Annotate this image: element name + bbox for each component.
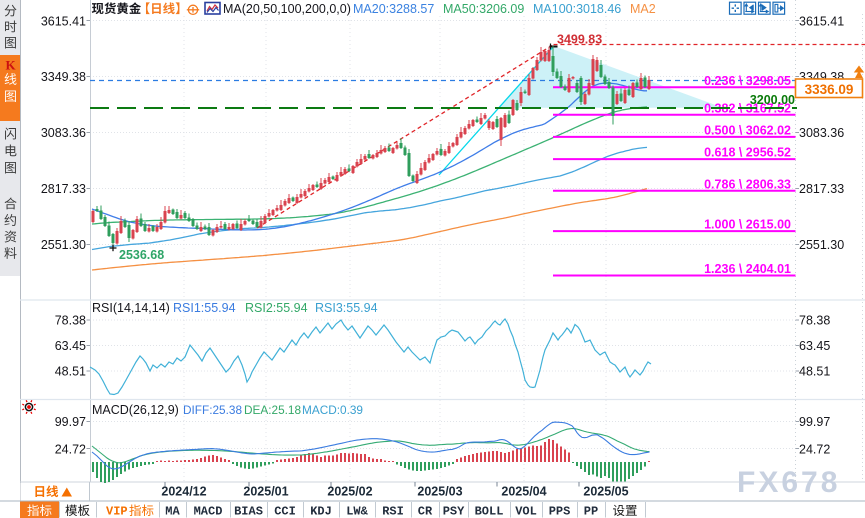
svg-text:LW&: LW& bbox=[346, 505, 368, 518]
svg-text:MA(20,50,100,200,0,0): MA(20,50,100,200,0,0) bbox=[223, 2, 351, 16]
svg-text:CR: CR bbox=[418, 505, 433, 518]
svg-text:RSI2:55.94: RSI2:55.94 bbox=[245, 301, 308, 315]
svg-text:3615.41: 3615.41 bbox=[799, 14, 844, 28]
svg-text:PPS: PPS bbox=[549, 505, 571, 518]
svg-text:K: K bbox=[5, 58, 16, 73]
svg-text:2551.30: 2551.30 bbox=[799, 238, 844, 252]
svg-text:VIP: VIP bbox=[106, 505, 128, 518]
svg-text:RSI3:55.94: RSI3:55.94 bbox=[315, 301, 378, 315]
svg-text:MA50:3206.09: MA50:3206.09 bbox=[443, 2, 524, 16]
svg-text:99.97: 99.97 bbox=[799, 415, 830, 429]
svg-text:RSI(14,14,14): RSI(14,14,14) bbox=[92, 301, 170, 315]
svg-text:78.38: 78.38 bbox=[55, 313, 86, 327]
svg-text:PSY: PSY bbox=[443, 505, 465, 518]
svg-text:MACD:0.39: MACD:0.39 bbox=[302, 403, 363, 417]
svg-text:2025/01: 2025/01 bbox=[243, 485, 288, 499]
svg-text:2025/03: 2025/03 bbox=[417, 485, 462, 499]
svg-text:3499.83: 3499.83 bbox=[557, 33, 602, 47]
svg-text:FX678: FX678 bbox=[737, 466, 840, 499]
svg-text:2025/02: 2025/02 bbox=[327, 485, 372, 499]
svg-text:MA20:3288.57: MA20:3288.57 bbox=[353, 2, 434, 16]
svg-text:MA2: MA2 bbox=[630, 2, 656, 16]
svg-text:CCI: CCI bbox=[274, 505, 296, 518]
svg-text:2817.33: 2817.33 bbox=[41, 182, 86, 196]
svg-text:BIAS: BIAS bbox=[234, 505, 263, 518]
svg-text:2024/12: 2024/12 bbox=[161, 485, 206, 499]
svg-text:BOLL: BOLL bbox=[475, 505, 504, 518]
svg-text:0.786 \ 2806.33: 0.786 \ 2806.33 bbox=[704, 177, 791, 191]
svg-text:63.45: 63.45 bbox=[799, 339, 830, 353]
svg-text:63.45: 63.45 bbox=[55, 339, 86, 353]
svg-text:3083.36: 3083.36 bbox=[799, 126, 844, 140]
svg-text:48.51: 48.51 bbox=[799, 364, 830, 378]
svg-text:PP: PP bbox=[584, 505, 598, 518]
svg-text:2551.30: 2551.30 bbox=[41, 238, 86, 252]
svg-text:3349.38: 3349.38 bbox=[41, 70, 86, 84]
svg-text:2536.68: 2536.68 bbox=[119, 248, 164, 262]
svg-text:2817.33: 2817.33 bbox=[799, 182, 844, 196]
svg-text:DIFF:25.38: DIFF:25.38 bbox=[183, 403, 242, 417]
svg-text:3336.09: 3336.09 bbox=[805, 82, 854, 97]
svg-text:KDJ: KDJ bbox=[310, 505, 332, 518]
svg-text:RSI: RSI bbox=[382, 505, 404, 518]
svg-text:99.97: 99.97 bbox=[55, 415, 86, 429]
svg-text:0.618 \ 2956.52: 0.618 \ 2956.52 bbox=[704, 146, 791, 160]
svg-text:MACD: MACD bbox=[194, 505, 223, 518]
svg-text:MACD(26,12,9): MACD(26,12,9) bbox=[92, 403, 179, 417]
svg-text:2025/05: 2025/05 bbox=[583, 485, 628, 499]
svg-text:RSI1:55.94: RSI1:55.94 bbox=[173, 301, 236, 315]
svg-text:24.72: 24.72 bbox=[799, 442, 830, 456]
svg-text:DEA:25.18: DEA:25.18 bbox=[244, 403, 301, 417]
svg-text:VOL: VOL bbox=[515, 505, 537, 518]
svg-text:MA: MA bbox=[165, 505, 180, 518]
svg-text:2025/04: 2025/04 bbox=[501, 485, 546, 499]
svg-text:0.500 \ 3062.02: 0.500 \ 3062.02 bbox=[704, 123, 791, 137]
svg-text:3200.00: 3200.00 bbox=[750, 93, 795, 107]
svg-text:3615.41: 3615.41 bbox=[41, 14, 86, 28]
svg-text:24.72: 24.72 bbox=[55, 442, 86, 456]
svg-text:3083.36: 3083.36 bbox=[41, 126, 86, 140]
svg-text:78.38: 78.38 bbox=[799, 313, 830, 327]
svg-text:MA100:3018.46: MA100:3018.46 bbox=[533, 2, 621, 16]
svg-text:0.236 \ 3298.05: 0.236 \ 3298.05 bbox=[704, 74, 791, 88]
svg-text:1.000 \ 2615.00: 1.000 \ 2615.00 bbox=[704, 218, 791, 232]
svg-text:1.236 \ 2404.01: 1.236 \ 2404.01 bbox=[704, 262, 791, 276]
svg-text:48.51: 48.51 bbox=[55, 364, 86, 378]
